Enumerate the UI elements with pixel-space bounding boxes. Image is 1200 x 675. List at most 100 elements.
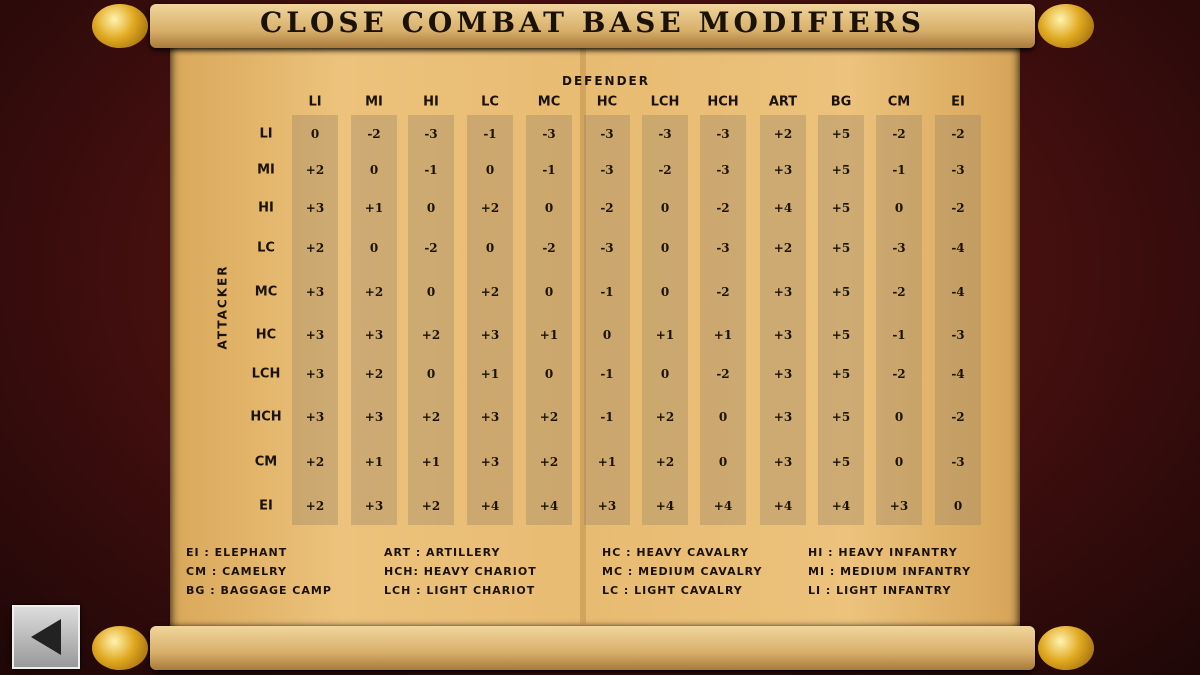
legend-item: LCH : LIGHT CHARIOT [384, 584, 536, 597]
row-header: MC [254, 284, 278, 300]
legend-item: MC : MEDIUM CAVALRY [602, 565, 763, 578]
table-cell: -2 [892, 127, 906, 141]
table-cell: +2 [421, 499, 441, 513]
table-cell: 0 [894, 455, 904, 469]
column-band [760, 115, 806, 525]
column-band [818, 115, 864, 525]
legend-item: BG : BAGGAGE CAMP [186, 584, 332, 597]
table-cell: +4 [773, 499, 793, 513]
table-cell: 0 [894, 201, 904, 215]
table-cell: +4 [655, 499, 675, 513]
table-cell: -2 [892, 285, 906, 299]
scroll-seam [580, 40, 586, 630]
table-cell: +3 [305, 201, 325, 215]
row-header: LI [259, 126, 273, 142]
table-cell: +2 [773, 127, 793, 141]
table-cell: 0 [485, 163, 495, 177]
table-cell: -4 [951, 367, 965, 381]
table-cell: +5 [831, 163, 851, 177]
column-header: CM [887, 94, 911, 110]
table-cell: -2 [600, 201, 614, 215]
table-cell: 0 [660, 201, 670, 215]
table-cell: +4 [773, 201, 793, 215]
table-cell: 0 [894, 410, 904, 424]
table-cell: -3 [542, 127, 556, 141]
column-header: HC [596, 94, 618, 110]
table-cell: -4 [951, 285, 965, 299]
column-header: MI [365, 94, 383, 110]
table-cell: -2 [658, 163, 672, 177]
table-cell: -3 [658, 127, 672, 141]
legend-item: HC : HEAVY CAVALRY [602, 546, 750, 559]
table-cell: -2 [716, 201, 730, 215]
row-header: LCH [251, 366, 281, 382]
legend-item: HCH: HEAVY CHARIOT [384, 565, 537, 578]
legend-item: MI : MEDIUM INFANTRY [808, 565, 972, 578]
table-cell: -2 [716, 285, 730, 299]
table-cell: +4 [480, 499, 500, 513]
table-cell: -2 [951, 410, 965, 424]
column-band [935, 115, 981, 525]
row-header: CM [254, 454, 278, 470]
table-cell: +1 [364, 201, 384, 215]
table-cell: 0 [718, 410, 728, 424]
table-cell: +2 [421, 328, 441, 342]
column-band [408, 115, 454, 525]
table-cell: -1 [600, 367, 614, 381]
column-band [642, 115, 688, 525]
table-cell: -4 [951, 241, 965, 255]
column-band [467, 115, 513, 525]
legend-item: LI : LIGHT INFANTRY [808, 584, 952, 597]
table-cell: 0 [369, 163, 379, 177]
page-title: CLOSE COMBAT BASE MODIFIERS [259, 6, 926, 39]
table-cell: 0 [660, 285, 670, 299]
back-button[interactable] [12, 605, 80, 669]
table-cell: +3 [773, 367, 793, 381]
column-header: EI [951, 94, 965, 110]
legend-item: EI : ELEPHANT [186, 546, 288, 559]
rod-knob-icon [92, 626, 148, 670]
table-cell: +3 [305, 367, 325, 381]
column-band [700, 115, 746, 525]
table-cell: -2 [424, 241, 438, 255]
table-cell: -3 [716, 241, 730, 255]
table-cell: 0 [369, 241, 379, 255]
table-cell: +2 [305, 163, 325, 177]
column-header: LC [481, 94, 499, 110]
column-header: MC [537, 94, 561, 110]
table-cell: -2 [892, 367, 906, 381]
table-cell: +3 [364, 499, 384, 513]
defender-axis-label: DEFENDER [562, 74, 650, 88]
column-band [526, 115, 572, 525]
table-cell: +1 [713, 328, 733, 342]
table-cell: -1 [424, 163, 438, 177]
table-cell: +1 [539, 328, 559, 342]
table-cell: +4 [713, 499, 733, 513]
column-band [292, 115, 338, 525]
rod-knob-icon [92, 4, 148, 48]
table-cell: -3 [600, 127, 614, 141]
table-cell: -3 [424, 127, 438, 141]
table-cell: -3 [892, 241, 906, 255]
table-cell: -1 [483, 127, 497, 141]
table-cell: 0 [953, 499, 963, 513]
table-cell: +3 [889, 499, 909, 513]
table-cell: +2 [364, 367, 384, 381]
table-cell: 0 [485, 241, 495, 255]
column-header: ART [768, 94, 798, 110]
table-cell: -2 [367, 127, 381, 141]
rod-knob-icon [1038, 4, 1094, 48]
table-cell: +1 [364, 455, 384, 469]
scroll-bottom-rod [150, 626, 1035, 670]
table-cell: +5 [831, 127, 851, 141]
table-cell: +2 [480, 285, 500, 299]
table-cell: +1 [597, 455, 617, 469]
table-cell: +3 [773, 285, 793, 299]
column-header: BG [830, 94, 852, 110]
table-cell: 0 [426, 285, 436, 299]
parchment-scroll [170, 40, 1020, 630]
table-cell: -2 [716, 367, 730, 381]
table-cell: +2 [480, 201, 500, 215]
legend-item: CM : CAMELRY [186, 565, 287, 578]
table-cell: +3 [480, 410, 500, 424]
